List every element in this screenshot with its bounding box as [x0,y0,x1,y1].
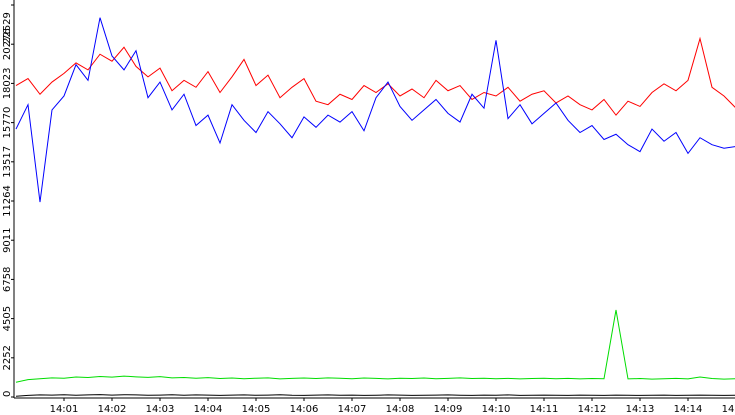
y-tick-label: 13517 [2,146,13,178]
y-tick-label: 22529 [2,12,13,44]
x-tick-label: 14:05 [242,404,271,415]
x-tick-label: 14:06 [290,404,319,415]
y-tick-label: 18023 [2,67,13,99]
x-tick-label: 14:15 [722,404,735,415]
series-line [15,36,735,116]
y-tick-label: 6758 [2,267,13,292]
x-tick-label: 14:02 [98,404,127,415]
x-tick-label: 14:12 [578,404,607,415]
x-tick-label: 14:09 [434,404,463,415]
x-tick-label: 14:03 [146,404,175,415]
series-line [15,309,735,383]
y-tick-label: 9011 [2,227,13,252]
y-tick-label: 20276 [2,28,13,60]
x-tick-label: 14:13 [626,404,655,415]
y-tick-label: 4505 [2,306,13,331]
y-tick-label: 0 [2,391,13,397]
y-tick-label: 2252 [2,345,13,370]
x-tick-label: 14:01 [50,404,79,415]
series-line [15,394,735,397]
x-tick-label: 14:08 [386,404,415,415]
x-tick-label: 14:14 [674,404,703,415]
x-tick-label: 14:10 [482,404,511,415]
y-tick-label: 11264 [2,185,13,217]
x-tick-label: 14:04 [194,404,223,415]
y-tick-label: 15770 [2,107,13,139]
x-tick-label: 14:07 [338,404,367,415]
series-line [15,17,735,203]
x-tick-label: 14:11 [530,404,559,415]
